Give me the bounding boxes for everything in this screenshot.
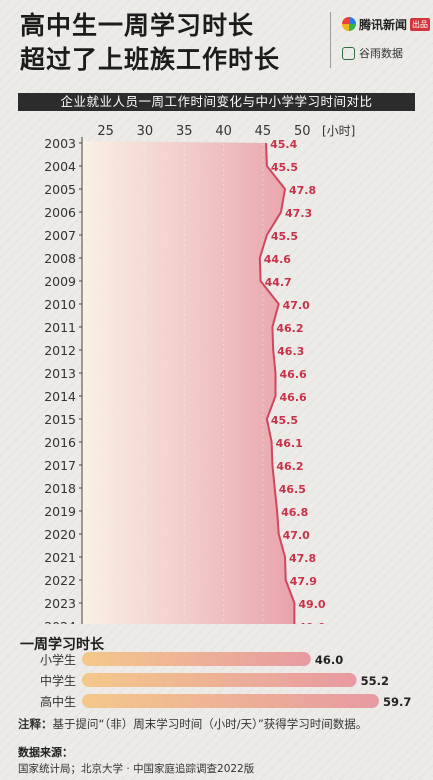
data-label: 47.8 bbox=[289, 552, 316, 565]
data-label: 47.8 bbox=[289, 184, 316, 197]
brand-tencent-news: 腾讯新闻 出品 bbox=[342, 14, 431, 34]
bar-value-label: 55.2 bbox=[361, 674, 389, 688]
bar-category-label: 高中生 bbox=[40, 694, 76, 709]
x-tick-label: 45 bbox=[255, 124, 272, 139]
y-tick-label: 2021 bbox=[44, 550, 76, 565]
y-tick-label: 2011 bbox=[44, 320, 76, 335]
y-tick-label: 2017 bbox=[44, 458, 76, 473]
y-tick-label: 2016 bbox=[44, 435, 76, 450]
y-tick-label: 2018 bbox=[44, 481, 76, 496]
page-title-line-2: 超过了上班族工作时长 bbox=[20, 45, 281, 74]
data-label: 47.3 bbox=[285, 207, 312, 220]
brand-guyu-data: 谷雨数据 bbox=[342, 44, 403, 62]
y-tick-label: 2003 bbox=[44, 136, 76, 151]
data-label: 46.3 bbox=[277, 345, 304, 358]
bar bbox=[82, 652, 311, 666]
y-tick-label: 2008 bbox=[44, 251, 76, 266]
data-label: 49.0 bbox=[298, 598, 325, 611]
bar-value-label: 46.0 bbox=[315, 653, 343, 667]
header: 高中生一周学习时长 超过了上班族工作时长 腾讯新闻 出品 谷雨数据 bbox=[0, 0, 433, 82]
y-tick-label: 2004 bbox=[44, 159, 76, 174]
data-label: 46.8 bbox=[281, 506, 308, 519]
y-tick-label: 2022 bbox=[44, 573, 76, 588]
x-tick-label: 30 bbox=[137, 124, 154, 139]
brand1-name: 腾讯新闻 bbox=[359, 17, 408, 32]
data-label: 47.0 bbox=[283, 299, 310, 312]
data-label: 44.6 bbox=[264, 253, 291, 266]
data-label: 46.2 bbox=[276, 322, 303, 335]
bar-category-label: 中学生 bbox=[40, 673, 76, 688]
y-tick-label: 2015 bbox=[44, 412, 76, 427]
x-unit-label: [小时] bbox=[322, 124, 355, 138]
data-label: 46.1 bbox=[276, 437, 303, 450]
x-tick-label: 50 bbox=[294, 124, 311, 139]
brand2-name: 谷雨数据 bbox=[359, 47, 403, 60]
guyu-logo-icon bbox=[342, 46, 355, 60]
data-label: 49.0 bbox=[298, 621, 325, 624]
area-fill bbox=[82, 141, 295, 624]
source-text: 国家统计局；北京大学 · 中国家庭追踪调查2022版 bbox=[18, 763, 255, 775]
bar bbox=[82, 673, 357, 687]
data-label: 45.4 bbox=[270, 138, 297, 151]
y-tick-label: 2013 bbox=[44, 366, 76, 381]
y-tick-label: 2024 bbox=[44, 619, 76, 624]
y-tick-label: 2009 bbox=[44, 274, 76, 289]
y-tick-label: 2007 bbox=[44, 228, 76, 243]
note-text: 基于提问“（非）周末学习时间（小时/天）”获得学习时间数据。 bbox=[52, 717, 368, 731]
note: 注释：基于提问“（非）周末学习时间（小时/天）”获得学习时间数据。 bbox=[18, 716, 423, 732]
chart-subtitle: 企业就业人员一周工作时间变化与中小学学习时间对比 bbox=[18, 93, 415, 111]
tencent-logo-icon bbox=[342, 17, 356, 31]
y-tick-label: 2006 bbox=[44, 205, 76, 220]
data-label: 47.9 bbox=[290, 575, 317, 588]
bar bbox=[82, 694, 379, 708]
page-title-line-1: 高中生一周学习时长 bbox=[20, 11, 255, 40]
line-chart: 25 30 35 40 45 50 [小时] 2003 45.4 2004 45.5 2005 47.8… bbox=[44, 124, 355, 624]
bar-chart: 小学生 46.0 中学生 55.2 高中生 59.7 bbox=[40, 652, 411, 709]
data-label: 46.6 bbox=[280, 391, 307, 404]
data-label: 44.7 bbox=[265, 276, 292, 289]
x-tick-label: 40 bbox=[215, 124, 232, 139]
data-label: 46.5 bbox=[279, 483, 306, 496]
note-label: 注释： bbox=[18, 717, 53, 731]
data-label: 47.0 bbox=[283, 529, 310, 542]
y-tick-label: 2020 bbox=[44, 527, 76, 542]
data-label: 46.6 bbox=[280, 368, 307, 381]
data-label: 45.5 bbox=[271, 414, 298, 427]
data-label: 45.5 bbox=[271, 230, 298, 243]
bar-value-label: 59.7 bbox=[383, 695, 411, 709]
brand-divider bbox=[330, 12, 331, 68]
x-tick-label: 25 bbox=[97, 124, 114, 139]
brand1-tag: 出品 bbox=[410, 17, 431, 31]
y-tick-label: 2010 bbox=[44, 297, 76, 312]
data-label: 46.2 bbox=[276, 460, 303, 473]
x-tick-label: 35 bbox=[176, 124, 193, 139]
y-tick-label: 2023 bbox=[44, 596, 76, 611]
series-line bbox=[258, 142, 296, 624]
y-tick-label: 2005 bbox=[44, 182, 76, 197]
bar-chart-title: 一周学习时长 bbox=[20, 637, 104, 653]
bar-category-label: 小学生 bbox=[40, 652, 76, 667]
y-tick-label: 2019 bbox=[44, 504, 76, 519]
data-label: 45.5 bbox=[271, 161, 298, 174]
source-label: 数据来源： bbox=[18, 746, 73, 759]
y-tick-label: 2012 bbox=[44, 343, 76, 358]
y-tick-label: 2014 bbox=[44, 389, 76, 404]
